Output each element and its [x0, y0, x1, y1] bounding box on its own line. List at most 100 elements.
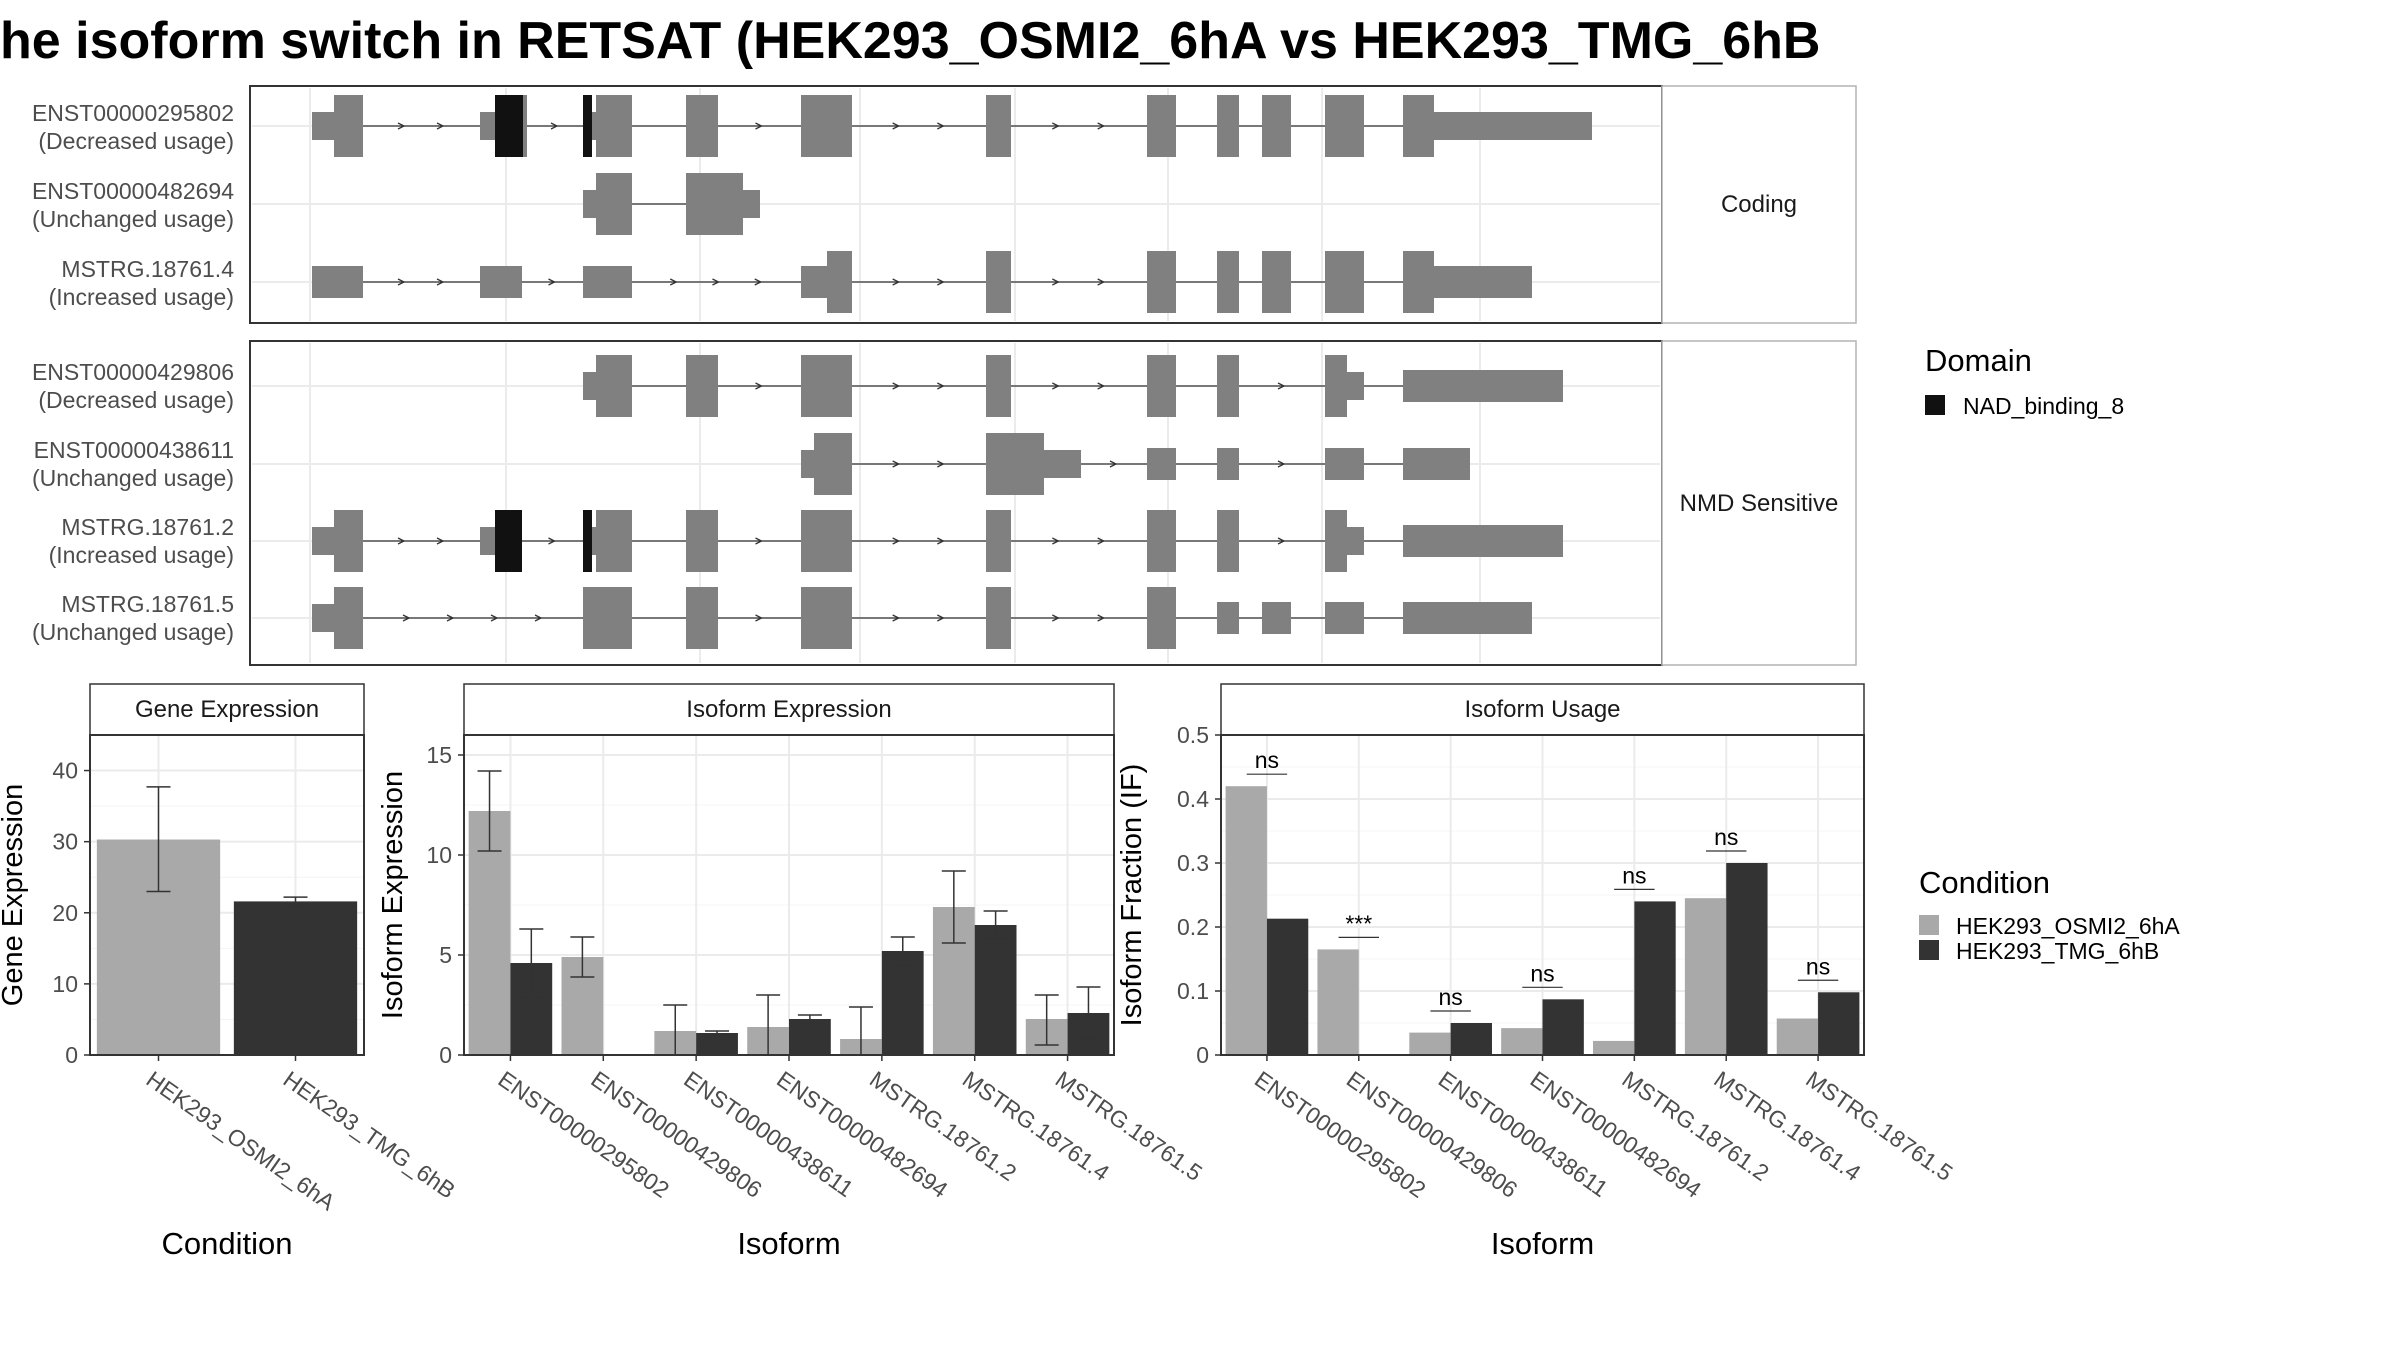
exon-block — [801, 587, 852, 649]
transcript-usage-label: (Unchanged usage) — [32, 206, 234, 232]
exon-block — [1147, 355, 1176, 417]
isoform-usage-chart: Isoform Usage 0 0.1 0.2 0.3 0.4 0.5 ENST0000029… — [1116, 683, 1957, 1261]
exon-block — [1347, 527, 1364, 555]
exon-block — [596, 173, 632, 235]
panel-frame — [1220, 734, 1865, 1056]
intron-arrow — [755, 382, 763, 390]
transcript-usage-label: (Decreased usage) — [38, 128, 234, 154]
facet-strip — [463, 683, 1115, 736]
intron-arrow — [436, 278, 445, 286]
exon-block — [1403, 525, 1563, 557]
intron-arrow — [892, 382, 901, 390]
figure-title: he isoform switch in RETSAT (HEK293_OSMI… — [0, 12, 1820, 70]
exon-block — [801, 355, 852, 417]
exon-block — [986, 510, 1011, 572]
transcript-model — [801, 433, 1470, 495]
intron-arrow — [1109, 460, 1118, 468]
exon-block — [312, 112, 334, 140]
exon-block — [1325, 251, 1364, 313]
y-axis-title: Gene Expression — [0, 784, 29, 1006]
intron-arrow — [548, 537, 556, 545]
exon-block — [1403, 370, 1563, 402]
facet-strip — [1220, 683, 1865, 736]
intron-arrow — [892, 614, 901, 622]
intron-arrow — [755, 614, 763, 622]
exon-block — [986, 587, 1011, 649]
intron-arrow — [1097, 122, 1106, 130]
condition-legend-swatch-a — [1919, 915, 1939, 935]
exon-block — [986, 95, 1011, 157]
exon-block — [583, 266, 632, 298]
exon-block — [801, 450, 814, 478]
intron-arrow — [937, 382, 945, 390]
panel-frame — [463, 734, 1115, 1056]
exon-block — [1044, 450, 1081, 478]
x-axis-title: Isoform — [1491, 1226, 1594, 1261]
transcript-id-label: ENST00000482694 — [32, 178, 234, 204]
intron-arrow — [1097, 537, 1106, 545]
transcript-model — [583, 355, 1563, 417]
intron-arrow — [669, 278, 678, 286]
x-tick-label: ENST00000295802 — [494, 1066, 674, 1203]
intron-arrow — [712, 278, 720, 286]
significance-label: ns — [1255, 747, 1279, 773]
y-tick-label: 0 — [439, 1042, 452, 1068]
bar — [1776, 1018, 1819, 1055]
bar — [696, 1033, 738, 1055]
x-axis-title: Isoform — [737, 1226, 840, 1261]
transcript-usage-label: (Increased usage) — [49, 284, 234, 310]
exon-block — [1262, 95, 1291, 157]
exon-block — [1403, 95, 1434, 157]
intron-arrow — [755, 537, 763, 545]
exon-block — [1147, 448, 1176, 480]
structure-nmd-strip — [1661, 340, 1857, 666]
x-tick-label: ENST00000438611 — [1434, 1066, 1613, 1202]
exon-block — [596, 510, 632, 572]
transcript-model — [312, 510, 1563, 572]
intron-arrow — [1097, 614, 1106, 622]
exon-block — [814, 433, 852, 495]
exon-block — [801, 95, 852, 157]
intron-arrow — [490, 614, 499, 622]
bar — [1818, 992, 1860, 1055]
group-label-coding: Coding — [1721, 191, 1797, 218]
exon-block — [743, 190, 760, 218]
y-tick-label: 15 — [426, 742, 452, 768]
exon-block — [686, 587, 718, 649]
x-tick-label: ENST00000429806 — [586, 1066, 766, 1203]
exon-block — [1325, 448, 1364, 480]
exon-block — [1147, 587, 1176, 649]
exon-block — [801, 510, 852, 572]
exon-block — [334, 510, 363, 572]
y-tick-label: 10 — [52, 971, 78, 997]
exon-block — [480, 527, 495, 555]
transcript-usage-label: (Unchanged usage) — [32, 619, 234, 645]
y-tick-label: 0 — [1196, 1042, 1209, 1068]
intron-arrow — [1052, 382, 1060, 390]
exon-block — [686, 355, 718, 417]
intron-arrow — [548, 278, 556, 286]
intron-arrow — [446, 614, 455, 622]
intron-arrow — [397, 122, 406, 130]
intron-arrow — [402, 614, 411, 622]
y-tick-label: 0 — [65, 1042, 78, 1068]
significance-label: ns — [1438, 984, 1462, 1010]
transcript-model — [312, 587, 1532, 649]
panel-frame — [89, 734, 365, 1056]
exon-block — [583, 372, 596, 400]
transcript-id-label: ENST00000429806 — [32, 359, 234, 385]
exon-block — [1217, 448, 1239, 480]
bar — [1542, 999, 1584, 1055]
transcript-id-label: MSTRG.18761.2 — [61, 514, 234, 540]
y-tick-label: 0.1 — [1177, 978, 1209, 1004]
transcript-model — [312, 95, 1592, 157]
facet-title: Isoform Expression — [686, 696, 891, 723]
intron-arrow — [550, 122, 559, 130]
x-tick-label: ENST00000429806 — [1342, 1066, 1522, 1203]
transcript-id-label: MSTRG.18761.4 — [61, 256, 234, 282]
transcript-usage-label: (Increased usage) — [49, 542, 234, 568]
y-tick-label: 10 — [426, 842, 452, 868]
significance-label: ns — [1622, 862, 1646, 888]
intron-arrow — [397, 537, 406, 545]
intron-arrow — [754, 278, 763, 286]
